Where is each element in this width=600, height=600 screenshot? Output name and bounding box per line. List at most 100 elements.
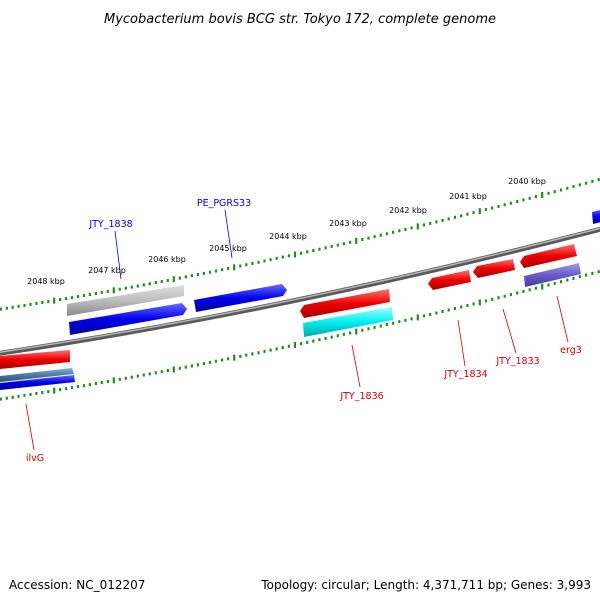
upper-minor-tick xyxy=(373,235,376,239)
lower-minor-tick xyxy=(300,342,303,346)
upper-minor-tick xyxy=(491,206,494,210)
tick-label-2048: 2048 kbp xyxy=(27,277,65,286)
lower-minor-tick xyxy=(534,286,537,290)
gene-pe-pgrs33-feature[interactable] xyxy=(194,284,287,312)
lower-minor-tick xyxy=(385,323,388,327)
upper-minor-tick xyxy=(47,300,50,304)
upper-minor-tick xyxy=(330,244,333,248)
lower-minor-tick xyxy=(208,360,212,364)
lower-tick-track xyxy=(0,270,600,401)
lower-major-tick xyxy=(172,366,175,373)
upper-major-tick xyxy=(478,208,481,215)
upper-minor-tick xyxy=(245,263,248,267)
reverse-features xyxy=(0,244,581,390)
upper-minor-tick xyxy=(257,260,260,264)
lower-minor-tick xyxy=(11,395,14,399)
lower-minor-tick xyxy=(124,376,127,380)
label-jty1838[interactable]: JTY_1838 xyxy=(88,219,132,230)
gene-edge-blue-feature[interactable] xyxy=(592,209,600,224)
lower-minor-tick xyxy=(460,305,463,309)
gene-lower-blue-feature[interactable] xyxy=(0,375,75,390)
gene-steelblue-feature[interactable] xyxy=(0,368,74,382)
upper-minor-tick xyxy=(154,281,157,285)
label-jty1834[interactable]: JTY_1834 xyxy=(443,369,487,380)
lower-minor-tick xyxy=(404,318,407,322)
label-ilvg[interactable]: ilvG xyxy=(26,453,44,464)
upper-minor-tick xyxy=(367,236,370,240)
upper-minor-tick xyxy=(269,258,272,262)
gene-jty1833-feature[interactable] xyxy=(473,259,515,278)
upper-minor-tick xyxy=(76,295,80,299)
tick-label-2047: 2047 kbp xyxy=(88,266,126,275)
upper-minor-tick xyxy=(318,247,321,251)
lower-minor-tick xyxy=(453,307,457,310)
lower-minor-tick xyxy=(367,327,370,331)
gene-erg3-red-feature[interactable] xyxy=(520,244,577,268)
upper-minor-tick xyxy=(429,221,432,225)
lower-minor-tick xyxy=(373,325,376,329)
upper-minor-tick xyxy=(578,183,581,187)
upper-minor-tick xyxy=(410,226,413,230)
gene-jty1834-feature[interactable] xyxy=(428,270,471,290)
tick-label-2043: 2043 kbp xyxy=(329,219,367,228)
lower-minor-tick xyxy=(559,280,563,284)
lower-minor-tick xyxy=(306,340,309,344)
lower-minor-tick xyxy=(82,384,86,388)
lower-minor-tick xyxy=(398,320,401,324)
lower-minor-tick xyxy=(59,388,62,392)
gene-jty1838-feature[interactable] xyxy=(67,285,184,316)
upper-minor-tick xyxy=(472,211,475,215)
upper-minor-tick xyxy=(385,232,388,236)
lower-minor-tick xyxy=(166,369,169,372)
lower-minor-tick xyxy=(29,393,32,396)
lower-major-tick xyxy=(355,328,358,335)
lower-minor-tick xyxy=(361,328,364,332)
lower-minor-tick xyxy=(410,317,413,321)
upper-minor-tick xyxy=(11,305,14,309)
upper-minor-tick xyxy=(65,297,68,301)
upper-minor-tick xyxy=(178,276,181,280)
upper-minor-tick xyxy=(202,271,205,275)
lower-minor-tick xyxy=(497,296,500,300)
upper-minor-tick xyxy=(118,287,121,291)
upper-minor-tick xyxy=(29,302,32,306)
lower-minor-tick xyxy=(106,380,109,383)
lower-minor-tick xyxy=(491,297,494,301)
lower-minor-tick xyxy=(35,392,38,395)
lower-minor-tick xyxy=(136,374,139,378)
gene-cyan-feature[interactable] xyxy=(303,307,393,337)
upper-minor-tick xyxy=(221,268,224,272)
upper-major-tick xyxy=(293,251,297,258)
upper-minor-tick xyxy=(70,296,74,300)
upper-minor-tick xyxy=(453,215,457,219)
upper-minor-tick xyxy=(572,185,575,189)
lower-major-tick xyxy=(416,314,419,321)
lower-minor-tick xyxy=(336,334,339,338)
upper-minor-tick xyxy=(336,243,339,247)
label-pe-pgrs33[interactable]: PE_PGRS33 xyxy=(197,198,251,209)
gene-ilvg-feature[interactable] xyxy=(0,350,70,369)
lower-minor-tick xyxy=(148,372,151,376)
lower-minor-tick xyxy=(585,273,588,277)
lower-minor-tick xyxy=(572,276,575,280)
gene-erg3-purple-feature[interactable] xyxy=(524,263,581,287)
upper-minor-tick xyxy=(94,292,97,295)
lower-minor-tick xyxy=(178,366,181,370)
label-jty1833[interactable]: JTY_1833 xyxy=(495,356,539,367)
lower-minor-tick xyxy=(447,308,450,312)
upper-minor-tick xyxy=(312,249,315,252)
gene-jty1836-feature[interactable] xyxy=(300,289,390,318)
upper-minor-tick xyxy=(88,293,91,296)
upper-minor-tick xyxy=(306,250,309,254)
upper-minor-tick xyxy=(148,282,151,286)
upper-minor-tick xyxy=(239,264,242,268)
label-jty1836[interactable]: JTY_1836 xyxy=(339,391,383,402)
lower-minor-tick xyxy=(88,383,91,387)
upper-minor-tick xyxy=(136,284,139,288)
upper-major-tick xyxy=(172,276,175,283)
upper-minor-tick xyxy=(528,196,531,200)
label-erg3[interactable]: erg3 xyxy=(560,345,582,356)
upper-minor-tick xyxy=(342,242,345,246)
gene-forward-blue-feature[interactable] xyxy=(69,303,187,335)
upper-major-tick xyxy=(53,297,56,304)
